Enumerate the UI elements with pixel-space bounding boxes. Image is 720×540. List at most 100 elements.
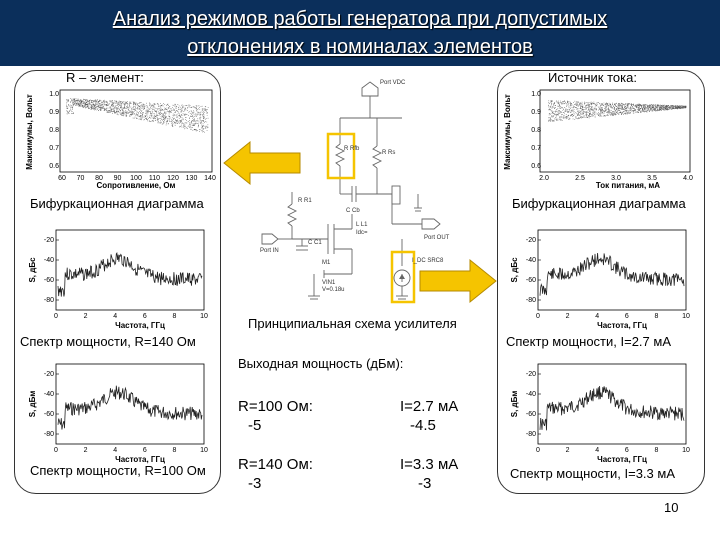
spectrum-right-i27: -20 -40 -60 -80 0 2 4 6 8 10 Частота, ГГц S, дБс [510, 229, 690, 330]
spectrum-frame [55, 363, 205, 445]
spectrum-right-i33: -20 -40 -60 -80 0 2 4 6 8 10 Частота, ГГц S, дБм [510, 363, 690, 464]
page-number: 10 [664, 500, 679, 515]
spectrum-xtick: 6 [625, 313, 629, 320]
r140-value: -3 [248, 475, 262, 492]
spectrum-xtick: 0 [536, 447, 540, 454]
spectrum-ytick: -20 [526, 237, 536, 244]
bif-left-ytick: 0.9 [49, 109, 59, 116]
bif-right-ytick: 1.0 [531, 91, 541, 98]
spectrum-xlabel: Частота, ГГц [115, 321, 165, 330]
spectrum-left-r100: -20 -40 -60 -80 0 2 4 6 8 10 Частота, ГГц S, дБм [28, 363, 208, 464]
spectrum-ylabel: S, дБс [510, 257, 519, 283]
spectrum-xlabel: Частота, ГГц [115, 455, 165, 464]
spectrum-xlabel: Частота, ГГц [597, 455, 647, 464]
bif-right-xtick: 4.0 [683, 175, 693, 182]
bif-right-ylabel: Максимумы, Вольт [503, 94, 512, 170]
title-line-2: отклонениях в номиналах элементов [187, 36, 533, 58]
spectrum-ylabel: S, дБм [28, 391, 37, 418]
spectrum-xtick: 6 [143, 447, 147, 454]
spectrum-xtick: 10 [200, 447, 208, 454]
spectrum-ytick: -40 [526, 391, 536, 398]
spectrum-ytick: -80 [44, 431, 54, 438]
spectrum-trace [539, 385, 685, 431]
spectrum-xlabel: Частота, ГГц [597, 321, 647, 330]
bif-left-xtick: 90 [114, 175, 122, 182]
bifurcation-diagram-right: 1.0 0.9 0.8 0.7 0.6 2.0 2.5 3.0 3.5 4.0 Ток пита… [503, 89, 693, 190]
i33-label: I=3.3 мА [400, 456, 459, 473]
bif-right-points [548, 100, 687, 122]
schem-vin: VIN1 [322, 280, 336, 286]
bif-left-ytick: 0.7 [49, 145, 59, 152]
spectrum-ytick: -60 [526, 277, 536, 284]
i27-value: -4.5 [410, 417, 436, 434]
spectrum-right-i27-label: Спектр мощности, I=2.7 мА [506, 334, 671, 349]
spectrum-trace [57, 385, 203, 430]
output-power-title: Выходная мощность (дБм): [238, 356, 404, 371]
spectrum-xtick: 0 [54, 313, 58, 320]
schem-rs: R Rs [382, 150, 395, 156]
spectrum-ytick: -20 [44, 237, 54, 244]
spectrum-xtick: 10 [200, 313, 208, 320]
schematic-caption: Принципиальная схема усилителя [248, 316, 457, 331]
spectrum-xtick: 4 [595, 447, 599, 454]
schem-c1: C C1 [308, 240, 322, 246]
bif-left-xlabel: Сопротивление, Ом [97, 181, 176, 190]
spectrum-xtick: 4 [113, 313, 117, 320]
bif-right-xlabel: Ток питания, мА [596, 181, 660, 190]
spectrum-xtick: 6 [143, 313, 147, 320]
r100-label: R=100 Ом: [238, 398, 313, 415]
spectrum-ylabel: S, дБс [28, 257, 37, 283]
r140-label: R=140 Ом: [238, 456, 313, 473]
bif-right-ytick: 0.9 [531, 109, 541, 116]
title-bar: Анализ режимов работы генератора при доп… [0, 0, 720, 66]
bif-right-xtick: 2.5 [575, 175, 585, 182]
spectrum-frame [537, 363, 687, 445]
arrow-left [223, 140, 301, 186]
schem-l1: L L1 [356, 222, 368, 228]
schem-ldc: I_DC SRC8 [412, 258, 444, 264]
bif-right-xtick: 3.0 [611, 175, 621, 182]
spectrum-frame [55, 229, 205, 311]
bif-right-ytick: 0.6 [531, 163, 541, 170]
spectrum-xtick: 8 [172, 447, 176, 454]
spectrum-xtick: 8 [172, 313, 176, 320]
bif-right-xtick: 2.0 [539, 175, 549, 182]
schem-vval: V=0.18u [322, 287, 345, 293]
spectrum-xtick: 0 [536, 313, 540, 320]
spectrum-left-r140-label: Спектр мощности, R=140 Ом [20, 334, 196, 349]
bif-left-xtick: 60 [58, 175, 66, 182]
title-line-1: Анализ режимов работы генератора при доп… [112, 8, 608, 30]
left-bif-label: Бифуркационная диаграмма [30, 196, 204, 211]
schem-m1: M1 [322, 260, 331, 266]
schem-r1: R R1 [298, 198, 312, 204]
spectrum-ytick: -60 [526, 411, 536, 418]
bif-right-ytick: 0.7 [531, 145, 541, 152]
spectrum-ytick: -60 [44, 277, 54, 284]
spectrum-xtick: 10 [682, 447, 690, 454]
spectrum-xtick: 2 [84, 447, 88, 454]
bif-right-ytick: 0.8 [531, 127, 541, 134]
spectrum-right-i33-label: Спектр мощности, I=3.3 мА [510, 466, 675, 481]
schem-port-in: Port IN [260, 248, 279, 254]
bif-left-ytick: 0.8 [49, 127, 59, 134]
spectrum-left-r100-label: Спектр мощности, R=100 Ом [30, 463, 206, 478]
spectrum-xtick: 0 [54, 447, 58, 454]
spectrum-trace [57, 252, 203, 297]
amplifier-schematic: Port VDC R Rfb R Rs C Cb R R1 C C1 Port … [260, 80, 450, 304]
right-bif-label: Бифуркационная диаграмма [512, 196, 686, 211]
spectrum-ytick: -20 [526, 371, 536, 378]
arrow-right [419, 258, 497, 304]
highlight-idc [390, 250, 416, 304]
schem-port-out: Port OUT [424, 235, 450, 241]
bif-left-ytick: 1.0 [49, 91, 59, 98]
spectrum-xtick: 6 [625, 447, 629, 454]
schem-idc-value: Idc= [356, 230, 368, 236]
i33-value: -3 [418, 475, 432, 492]
right-heading: Источник тока: [548, 70, 637, 85]
bif-left-xtick: 100 [130, 175, 142, 182]
bif-right-xtick: 3.5 [647, 175, 657, 182]
i27-label: I=2.7 мА [400, 398, 459, 415]
bif-left-ytick: 0.6 [49, 163, 59, 170]
spectrum-ytick: -40 [526, 257, 536, 264]
spectrum-xtick: 8 [654, 447, 658, 454]
